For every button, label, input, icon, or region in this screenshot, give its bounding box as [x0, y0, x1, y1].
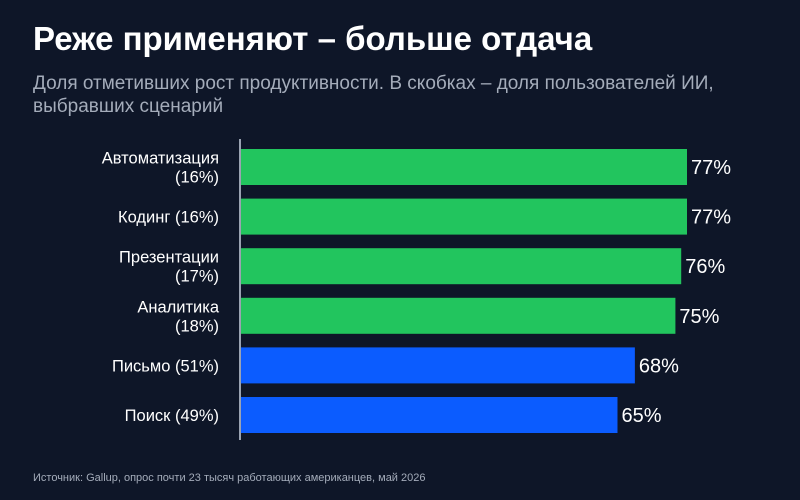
bar: [241, 248, 682, 285]
category-label: Автоматизация: [102, 150, 219, 168]
bar: [241, 397, 618, 433]
bar: [241, 347, 635, 384]
chart-subtitle: Доля отметивших рост продуктивности. В с…: [33, 73, 714, 117]
value-label: 77%: [691, 157, 731, 179]
value-label: 68%: [639, 355, 679, 377]
category-label: Письмо (51%): [112, 357, 219, 375]
category-label: (17%): [175, 268, 219, 286]
bar: [241, 297, 676, 334]
value-label: 76%: [685, 256, 725, 278]
bar: [241, 198, 687, 235]
chart-title: Реже применяют – больше отдача: [33, 20, 593, 57]
source-note: Источник: Gallup, опрос почти 23 тысяч р…: [33, 472, 426, 484]
category-label: Кодинг (16%): [118, 209, 219, 227]
category-label: (18%): [175, 317, 219, 335]
category-label: Презентации: [119, 249, 219, 267]
value-label: 77%: [691, 207, 731, 229]
value-label: 65%: [621, 405, 661, 427]
category-label: Поиск (49%): [125, 407, 219, 425]
category-label: (16%): [175, 169, 219, 187]
value-label: 75%: [679, 306, 719, 328]
category-label: Аналитика: [137, 298, 219, 316]
bar: [241, 149, 687, 185]
